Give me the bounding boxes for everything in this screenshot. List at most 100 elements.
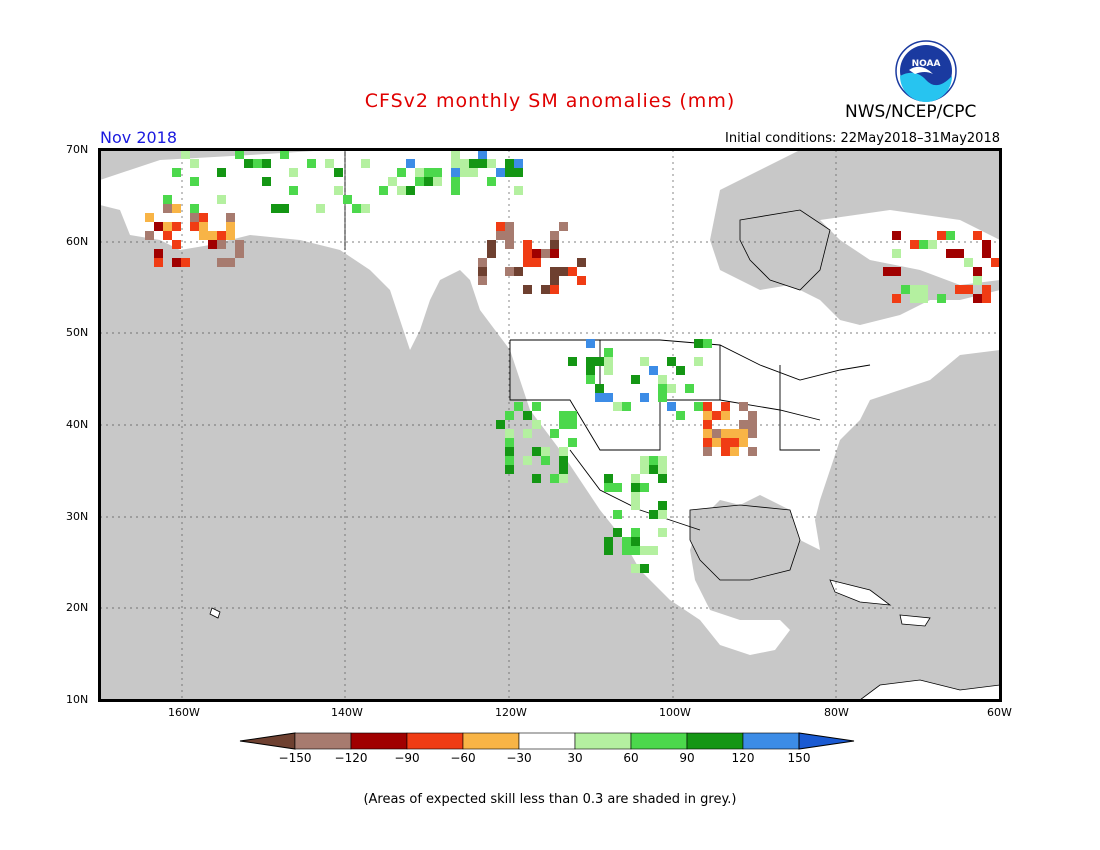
valid-month: Nov 2018 xyxy=(100,128,178,147)
anomaly-cell xyxy=(649,366,658,375)
anomaly-cell xyxy=(235,240,244,249)
anomaly-cell xyxy=(496,231,505,240)
anomaly-cell xyxy=(550,285,559,294)
anomaly-cell xyxy=(712,429,721,438)
anomaly-cell xyxy=(487,159,496,168)
anomaly-cell xyxy=(514,402,523,411)
anomaly-cell xyxy=(505,267,514,276)
anomaly-cell xyxy=(613,510,622,519)
anomaly-cell xyxy=(190,222,199,231)
anomaly-cell xyxy=(622,546,631,555)
anomaly-cell xyxy=(163,195,172,204)
anomaly-cell xyxy=(613,402,622,411)
anomaly-cell xyxy=(505,168,514,177)
anomaly-cell xyxy=(604,366,613,375)
anomaly-cell xyxy=(487,240,496,249)
anomaly-cell xyxy=(379,186,388,195)
anomaly-cell xyxy=(154,249,163,258)
anomaly-cell xyxy=(703,429,712,438)
anomaly-cell xyxy=(523,258,532,267)
anomaly-cell xyxy=(604,537,613,546)
anomaly-cell xyxy=(145,231,154,240)
anomaly-cell xyxy=(559,465,568,474)
anomaly-cell xyxy=(667,357,676,366)
initial-conditions: Initial conditions: 22May2018–31May2018 xyxy=(725,131,1000,146)
anomaly-cell xyxy=(748,420,757,429)
anomaly-cell xyxy=(550,276,559,285)
anomaly-cell xyxy=(559,267,568,276)
anomaly-cell xyxy=(604,357,613,366)
anomaly-cell xyxy=(631,492,640,501)
anomaly-cell xyxy=(892,231,901,240)
anomaly-cell xyxy=(595,384,604,393)
anomaly-cell xyxy=(334,186,343,195)
anomaly-cell xyxy=(721,429,730,438)
anomaly-cell xyxy=(703,402,712,411)
anomaly-cell xyxy=(208,240,217,249)
anomaly-cell xyxy=(982,240,991,249)
anomaly-cell xyxy=(703,420,712,429)
anomaly-cell xyxy=(172,258,181,267)
anomaly-cell xyxy=(658,456,667,465)
anomaly-cell xyxy=(640,357,649,366)
anomaly-cell xyxy=(478,258,487,267)
colorbar-box xyxy=(518,732,576,750)
anomaly-cell xyxy=(532,258,541,267)
anomaly-map xyxy=(98,148,1002,702)
anomaly-cell xyxy=(973,231,982,240)
anomaly-cell xyxy=(613,483,622,492)
anomaly-cell xyxy=(559,222,568,231)
anomaly-cell xyxy=(973,294,982,303)
anomaly-cell xyxy=(433,177,442,186)
north-america-land xyxy=(100,150,1000,655)
anomaly-cell xyxy=(235,150,244,159)
anomaly-cell xyxy=(532,402,541,411)
anomaly-cell xyxy=(172,222,181,231)
anomaly-cell xyxy=(532,447,541,456)
anomaly-cell xyxy=(406,159,415,168)
lon-label-60w: 60W xyxy=(987,706,1012,719)
anomaly-cell xyxy=(253,159,262,168)
anomaly-cell xyxy=(631,483,640,492)
anomaly-cell xyxy=(289,168,298,177)
anomaly-cell xyxy=(604,348,613,357)
anomaly-cell xyxy=(262,159,271,168)
gulf-of-mexico xyxy=(689,504,801,581)
anomaly-cell xyxy=(658,465,667,474)
anomaly-cell xyxy=(694,357,703,366)
anomaly-cell xyxy=(541,249,550,258)
anomaly-cell xyxy=(361,204,370,213)
anomaly-cell xyxy=(505,429,514,438)
lat-label-50n: 50N xyxy=(66,326,89,339)
anomaly-cell xyxy=(928,240,937,249)
south-america-land xyxy=(859,679,1000,700)
political-borders xyxy=(344,150,871,531)
anomaly-cell xyxy=(505,222,514,231)
anomaly-cell xyxy=(433,168,442,177)
anomaly-cell xyxy=(604,483,613,492)
skill-footnote: (Areas of expected skill less than 0.3 a… xyxy=(363,792,737,807)
anomaly-cell xyxy=(730,429,739,438)
anomaly-cell xyxy=(586,375,595,384)
anomaly-cell xyxy=(352,204,361,213)
anomaly-cell xyxy=(892,294,901,303)
anomaly-cell xyxy=(739,420,748,429)
anomaly-cell xyxy=(505,465,514,474)
anomaly-cell xyxy=(541,447,550,456)
anomaly-cell xyxy=(550,231,559,240)
anomaly-cell xyxy=(406,186,415,195)
anomaly-cell xyxy=(262,177,271,186)
noaa-logo-text: NOAA xyxy=(912,59,941,69)
anomaly-cell xyxy=(901,285,910,294)
anomaly-cell xyxy=(487,177,496,186)
anomaly-cell xyxy=(739,402,748,411)
anomaly-cell xyxy=(667,402,676,411)
anomaly-cell xyxy=(172,168,181,177)
anomaly-cell xyxy=(181,150,190,159)
anomaly-cell xyxy=(514,186,523,195)
lat-label-20n: 20N xyxy=(66,601,89,614)
anomaly-cell xyxy=(937,294,946,303)
anomaly-cell xyxy=(505,447,514,456)
anomaly-cell xyxy=(514,159,523,168)
colorbar-box xyxy=(406,732,464,750)
